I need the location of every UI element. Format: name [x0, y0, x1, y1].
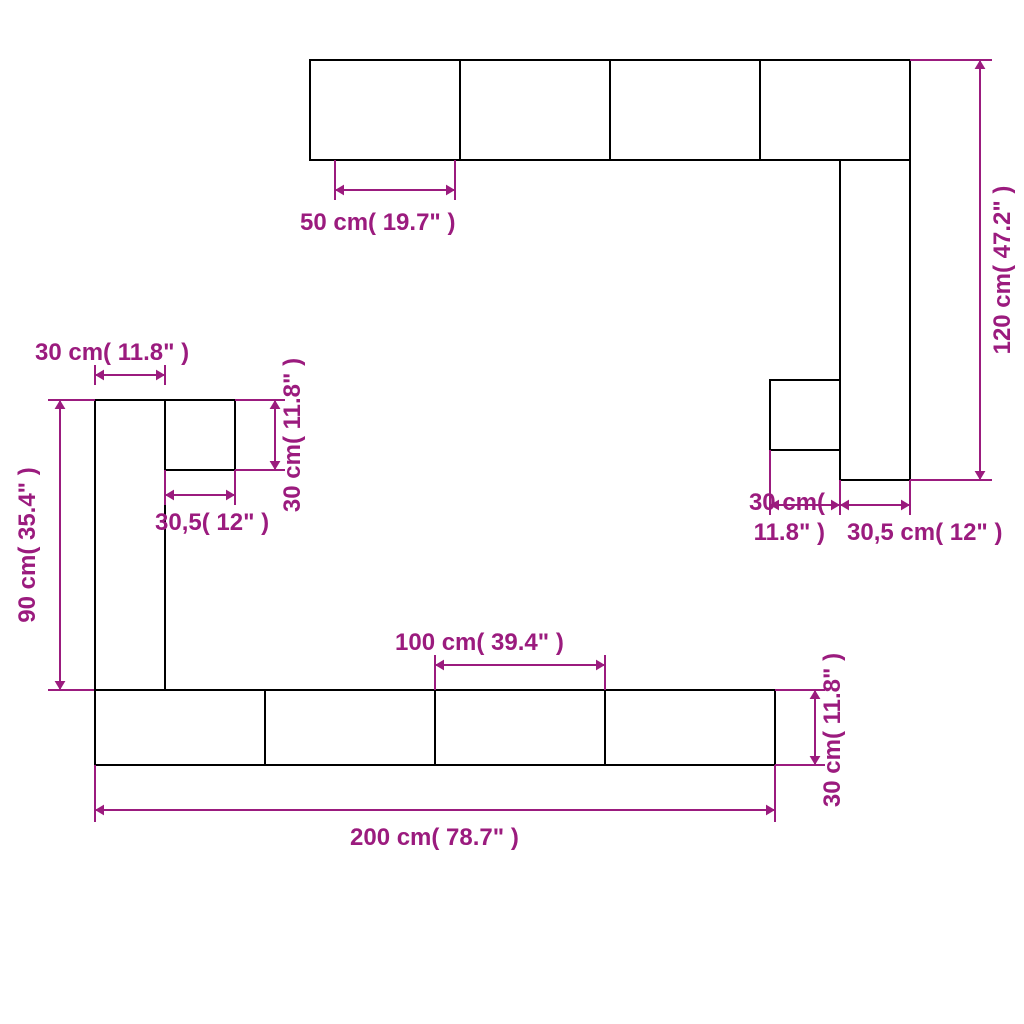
dim-30cm-left-top-label: 30 cm( 11.8" ) [35, 339, 189, 366]
dim-30cm-lower-height-label: 30 cm( 11.8" ) [819, 653, 846, 807]
dim-50cm-label: 50 cm( 19.7" ) [300, 209, 455, 236]
lower-cabinet-panel [265, 690, 435, 765]
dim-305cm-right-label: 30,5 cm( 12" ) [847, 519, 1002, 546]
upper-cabinet-panel [610, 60, 760, 160]
dim-30cm-left-small-height-label: 30 cm( 11.8" ) [279, 358, 306, 512]
dim-30cm-right-depth-label-1: 30 cm( [749, 489, 825, 516]
left-tall-cabinet [95, 400, 165, 690]
dim-30cm-right-depth-label-2: 11.8" ) [754, 519, 825, 546]
lower-cabinet-panel [95, 690, 265, 765]
dim-200cm-label: 200 cm( 78.7" ) [350, 824, 519, 851]
right-small-cube [770, 380, 840, 450]
left-small-cube [165, 400, 235, 470]
dim-305-left-label: 30,5( 12" ) [155, 509, 269, 536]
upper-cabinet-panel [460, 60, 610, 160]
dim-120cm-label: 120 cm( 47.2" ) [989, 186, 1016, 355]
right-tall-cabinet [840, 160, 910, 480]
lower-cabinet-panel [605, 690, 775, 765]
dim-100cm-label: 100 cm( 39.4" ) [395, 629, 564, 656]
lower-cabinet-panel [435, 690, 605, 765]
upper-cabinet-panel [310, 60, 460, 160]
upper-cabinet-panel [760, 60, 910, 160]
dim-90cm-label: 90 cm( 35.4" ) [14, 467, 41, 622]
